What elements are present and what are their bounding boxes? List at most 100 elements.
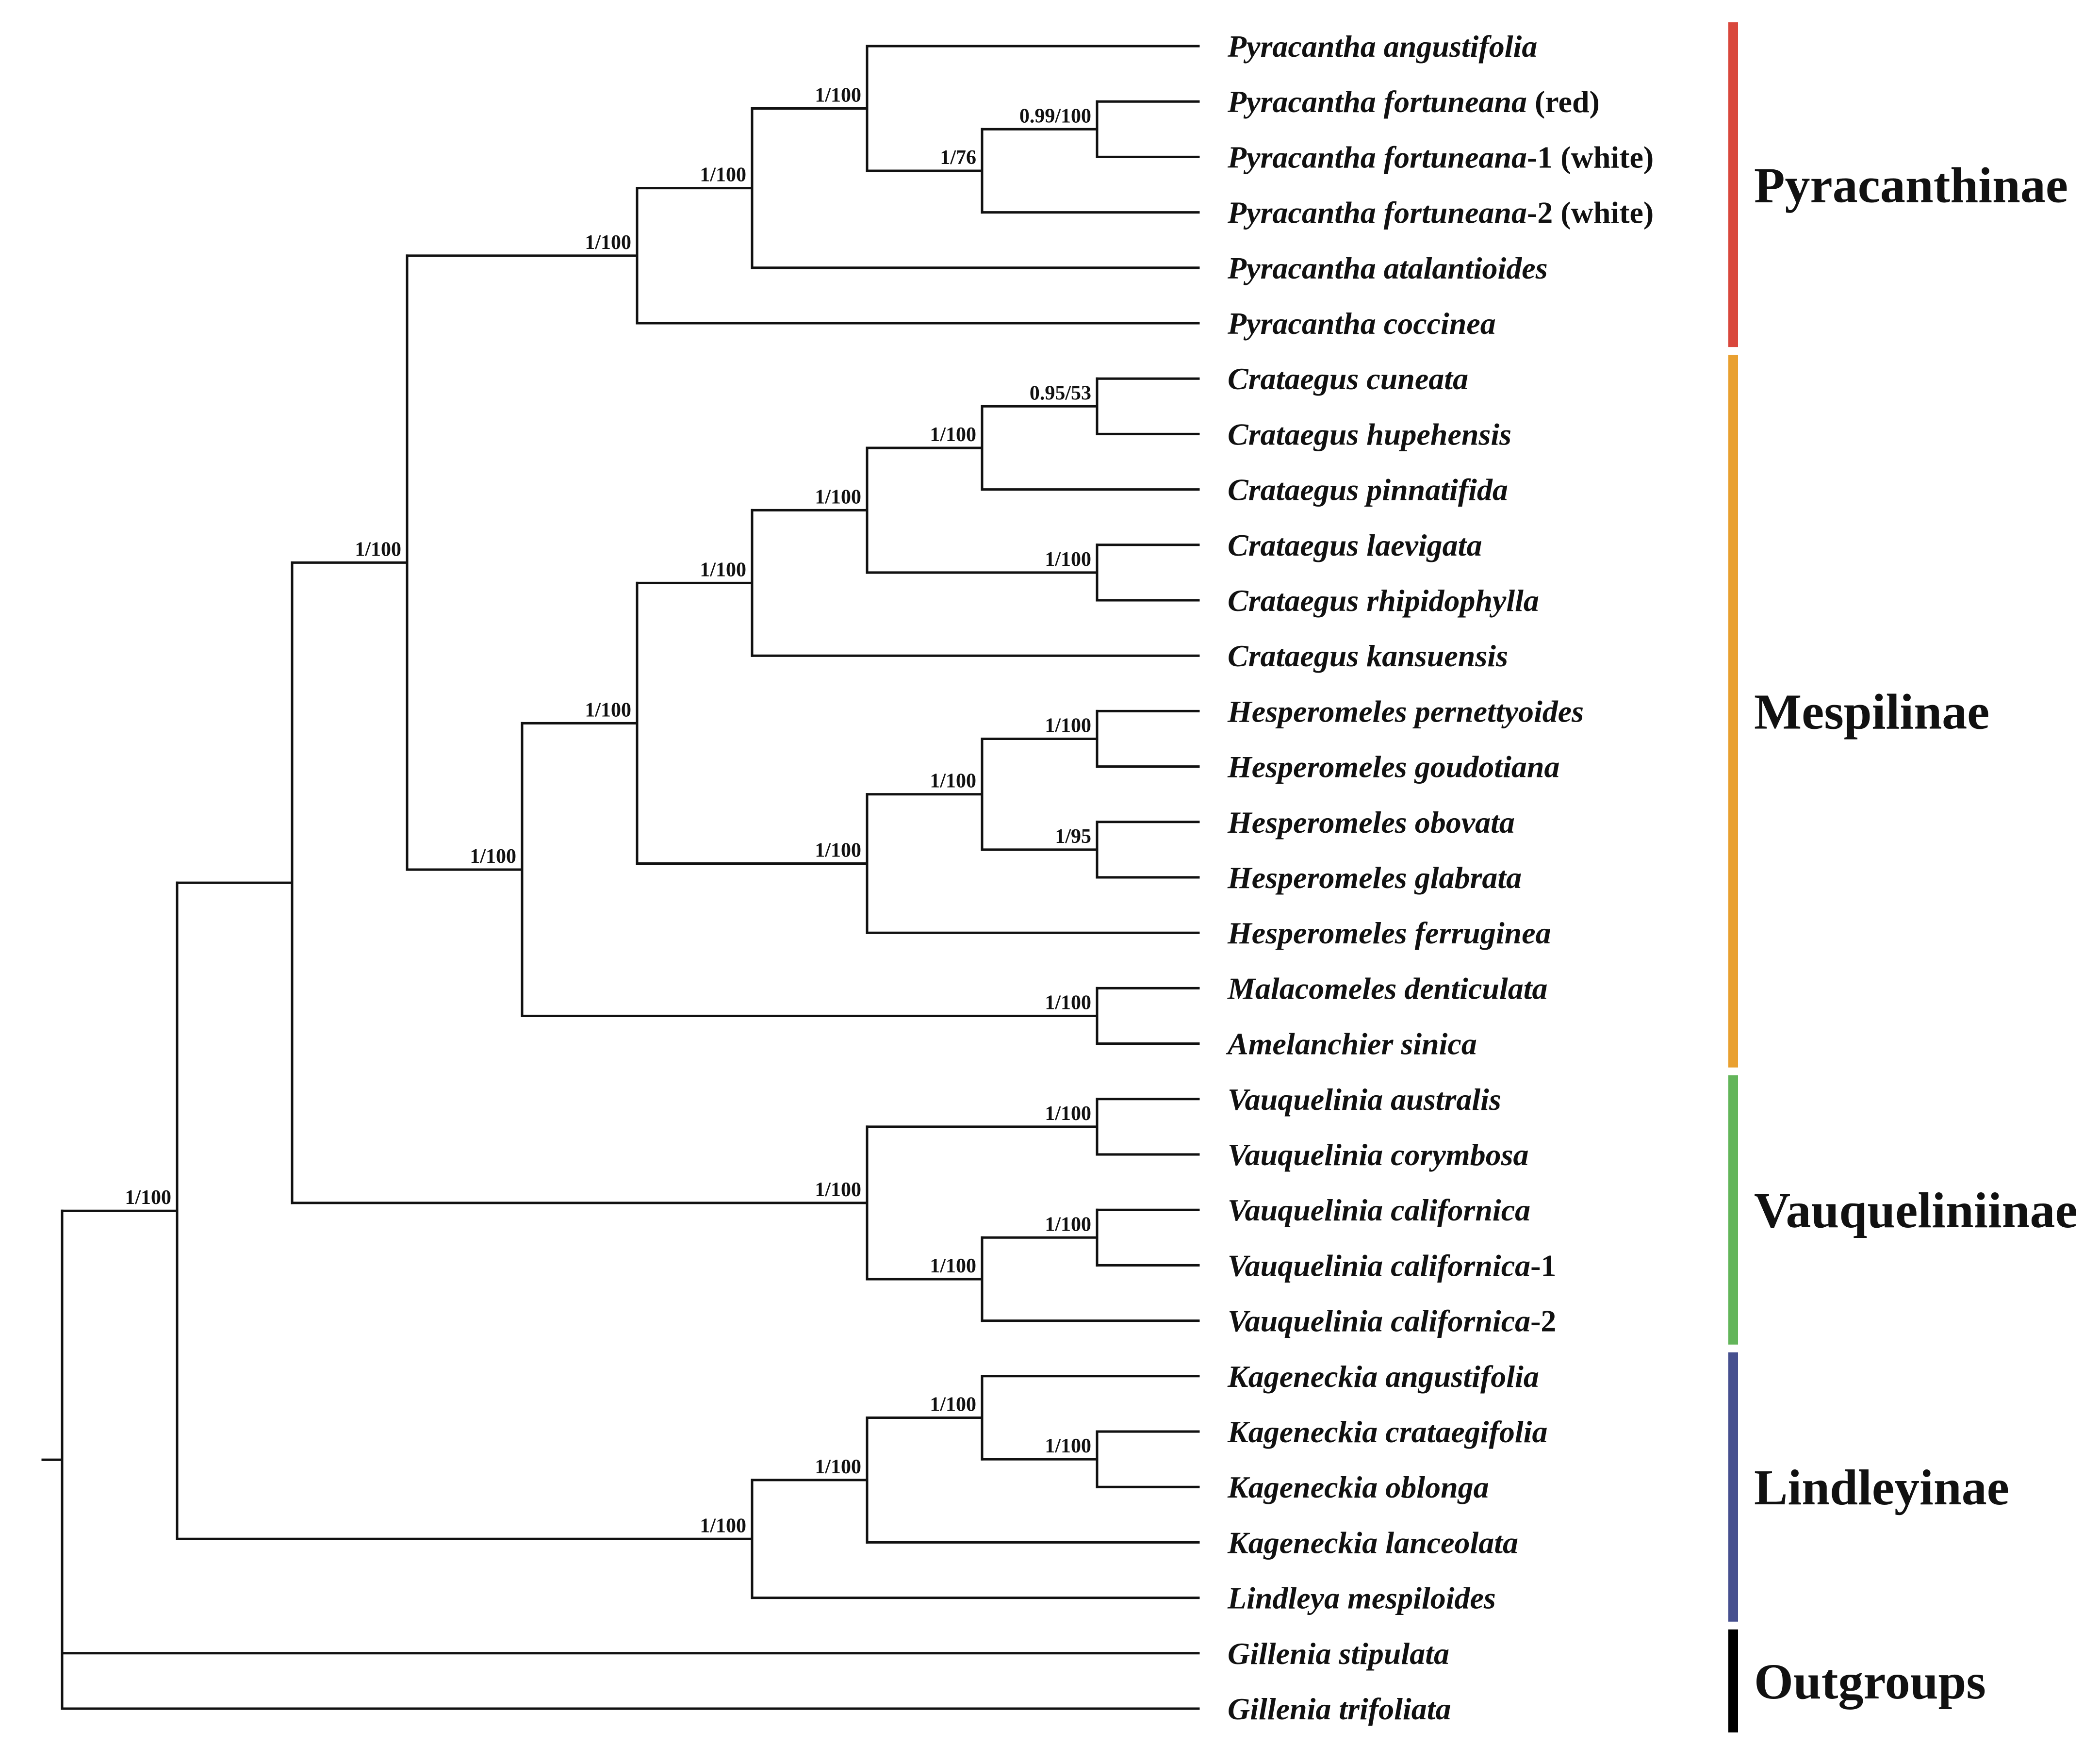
support-value: 1/100 xyxy=(815,1179,861,1201)
support-value: 1/100 xyxy=(815,486,861,508)
support-value: 1/100 xyxy=(1045,548,1091,571)
taxon-label: Crataegus pinnatifida xyxy=(1228,473,1508,507)
taxon-suffix: -1 (white) xyxy=(1527,140,1654,174)
support-value: 1/100 xyxy=(355,538,401,560)
taxon-label: Crataegus kansuensis xyxy=(1228,639,1508,673)
taxon-name: Amelanchier sinica xyxy=(1226,1027,1477,1061)
taxon-name: Crataegus kansuensis xyxy=(1228,639,1508,673)
support-value: 1/100 xyxy=(815,839,861,861)
taxon-label: Gillenia trifoliata xyxy=(1228,1692,1451,1726)
taxon-label: Pyracantha coccinea xyxy=(1227,306,1496,341)
taxon-label: Pyracantha fortuneana-2 (white) xyxy=(1227,196,1654,230)
taxon-label: Amelanchier sinica xyxy=(1226,1027,1477,1061)
taxon-name: Vauquelinia californica xyxy=(1228,1304,1530,1338)
taxon-suffix: (red) xyxy=(1527,84,1600,119)
support-value: 1/100 xyxy=(1045,1435,1091,1457)
tree-branches xyxy=(41,45,1200,1710)
clade-label: Pyracanthinae xyxy=(1754,158,2068,214)
support-value: 0.99/100 xyxy=(1019,105,1091,127)
taxon-suffix: -2 (white) xyxy=(1527,196,1654,230)
support-value: 0.95/53 xyxy=(1030,382,1091,404)
taxon-name: Hesperomeles obovata xyxy=(1227,805,1515,840)
taxon-name: Kageneckia angustifolia xyxy=(1227,1359,1539,1394)
support-value: 1/100 xyxy=(1045,1213,1091,1235)
taxon-name: Kageneckia crataegifolia xyxy=(1227,1415,1547,1449)
taxon-name: Gillenia stipulata xyxy=(1228,1636,1449,1671)
taxon-label: Vauquelinia californica xyxy=(1228,1193,1530,1227)
support-value: 1/100 xyxy=(930,1393,976,1416)
taxon-labels: Pyracantha angustifolia Pyracantha fortun… xyxy=(1226,29,1654,1726)
support-value: 1/100 xyxy=(470,845,516,868)
taxon-name: Hesperomeles pernettyoides xyxy=(1227,694,1584,728)
taxon-name: Crataegus hupehensis xyxy=(1228,417,1511,451)
taxon-name: Vauquelinia australis xyxy=(1228,1082,1501,1117)
taxon-name: Vauquelinia californica xyxy=(1228,1248,1530,1283)
support-value: 1/100 xyxy=(585,699,631,721)
taxon-name: Vauquelinia californica xyxy=(1228,1193,1530,1227)
taxon-name: Hesperomeles glabrata xyxy=(1227,860,1522,895)
support-value: 1/95 xyxy=(1055,825,1091,848)
taxon-label: Kageneckia angustifolia xyxy=(1227,1359,1539,1394)
taxon-name: Crataegus laevigata xyxy=(1228,528,1482,562)
clade-label: Vauqueliniinae xyxy=(1754,1183,2078,1238)
taxon-label: Crataegus cuneata xyxy=(1228,362,1468,396)
taxon-label: Vauquelinia californica-1 xyxy=(1228,1248,1556,1283)
clade-annotations: Pyracanthinae Mespilinae Vauqueliniinae Lin… xyxy=(1728,22,2078,1733)
support-value: 1/100 xyxy=(700,559,746,581)
taxon-name: Kageneckia oblonga xyxy=(1227,1470,1489,1504)
taxon-label: Hesperomeles ferruginea xyxy=(1227,916,1551,950)
taxon-name: Gillenia trifoliata xyxy=(1228,1692,1451,1726)
clade-label: Mespilinae xyxy=(1754,684,1989,740)
taxon-label: Hesperomeles pernettyoides xyxy=(1227,694,1584,728)
support-value: 1/100 xyxy=(930,770,976,792)
taxon-name: Crataegus pinnatifida xyxy=(1228,473,1508,507)
taxon-label: Pyracantha fortuneana-1 (white) xyxy=(1227,140,1654,174)
taxon-label: Kageneckia oblonga xyxy=(1227,1470,1489,1504)
clade-label: Outgroups xyxy=(1754,1654,1986,1710)
taxon-label: Crataegus rhipidophylla xyxy=(1228,583,1539,618)
support-value: 1/100 xyxy=(930,424,976,446)
taxon-name: Vauquelinia corymbosa xyxy=(1228,1137,1529,1172)
support-value: 1/100 xyxy=(125,1186,171,1209)
support-value: 1/100 xyxy=(1045,992,1091,1014)
taxon-suffix: -2 xyxy=(1530,1304,1556,1338)
taxon-suffix: -1 xyxy=(1530,1248,1556,1283)
taxon-name: Kageneckia lanceolata xyxy=(1227,1525,1518,1560)
taxon-name: Pyracantha fortuneana xyxy=(1227,84,1527,119)
taxon-label: Lindleya mespiloides xyxy=(1227,1581,1496,1615)
taxon-label: Pyracantha angustifolia xyxy=(1227,29,1537,64)
taxon-label: Kageneckia crataegifolia xyxy=(1227,1415,1547,1449)
taxon-label: Gillenia stipulata xyxy=(1228,1636,1449,1671)
support-value: 1/100 xyxy=(700,164,746,186)
taxon-label: Hesperomeles goudotiana xyxy=(1227,750,1559,784)
taxon-label: Vauquelinia corymbosa xyxy=(1228,1137,1529,1172)
taxon-label: Vauquelinia californica-2 xyxy=(1228,1304,1556,1338)
taxon-name: Lindleya mespiloides xyxy=(1227,1581,1496,1615)
taxon-label: Hesperomeles obovata xyxy=(1227,805,1515,840)
taxon-label: Kageneckia lanceolata xyxy=(1227,1525,1518,1560)
support-value: 1/100 xyxy=(585,231,631,254)
taxon-label: Crataegus laevigata xyxy=(1228,528,1482,562)
taxon-name: Pyracantha fortuneana xyxy=(1227,140,1527,174)
taxon-label: Pyracantha atalantioides xyxy=(1227,251,1548,285)
taxon-name: Crataegus cuneata xyxy=(1228,362,1468,396)
taxon-name: Pyracantha atalantioides xyxy=(1227,251,1548,285)
taxon-name: Hesperomeles ferruginea xyxy=(1227,916,1551,950)
taxon-name: Pyracantha angustifolia xyxy=(1227,29,1537,64)
taxon-label: Crataegus hupehensis xyxy=(1228,417,1511,451)
clade-label: Lindleyinae xyxy=(1754,1460,2009,1515)
support-value: 1/100 xyxy=(815,84,861,106)
support-value: 1/100 xyxy=(700,1515,746,1537)
taxon-name: Pyracantha coccinea xyxy=(1227,306,1496,341)
taxon-label: Pyracantha fortuneana (red) xyxy=(1227,84,1600,119)
taxon-name: Hesperomeles goudotiana xyxy=(1227,750,1559,784)
taxon-label: Hesperomeles glabrata xyxy=(1227,860,1522,895)
taxon-label: Malacomeles denticulata xyxy=(1227,971,1548,1005)
taxon-name: Crataegus rhipidophylla xyxy=(1228,583,1539,618)
support-values: 1/100 1/100 1/100 1/100 1/100 1/76 0.99/100 1/1… xyxy=(125,84,1091,1537)
taxon-label: Vauquelinia australis xyxy=(1228,1082,1501,1117)
support-value: 1/100 xyxy=(815,1456,861,1478)
support-value: 1/100 xyxy=(930,1255,976,1277)
support-value: 1/76 xyxy=(940,147,976,169)
